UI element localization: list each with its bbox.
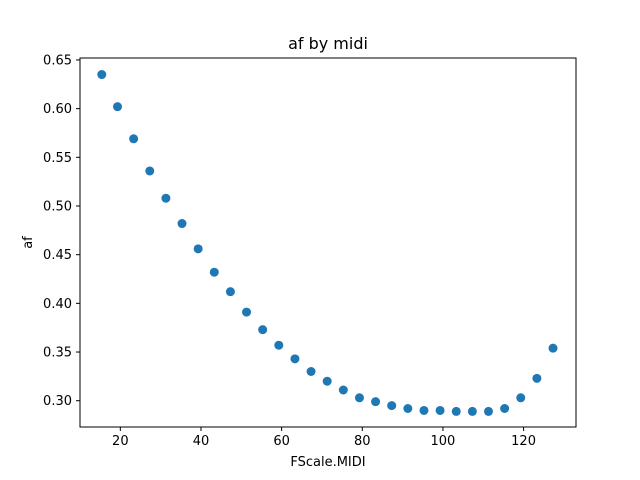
x-axis-ticks: 20 40 60 80 100 120 bbox=[112, 427, 536, 449]
y-axis-label: af bbox=[21, 236, 36, 249]
data-point bbox=[354, 393, 364, 403]
x-tick-label: 60 bbox=[273, 434, 290, 449]
data-point bbox=[419, 405, 429, 415]
y-tick-label: 0.40 bbox=[43, 297, 72, 312]
data-point bbox=[161, 193, 171, 203]
data-point bbox=[242, 307, 252, 317]
data-point bbox=[516, 393, 526, 403]
x-tick-label: 120 bbox=[511, 434, 536, 449]
data-point bbox=[403, 404, 413, 414]
y-tick-label: 0.50 bbox=[43, 199, 72, 214]
data-point bbox=[371, 397, 381, 407]
x-tick-label: 100 bbox=[431, 434, 456, 449]
data-point bbox=[532, 373, 542, 383]
data-point bbox=[113, 102, 123, 112]
data-point bbox=[129, 134, 139, 144]
y-tick-label: 0.55 bbox=[43, 151, 72, 166]
data-point bbox=[258, 325, 268, 335]
data-point bbox=[274, 340, 284, 350]
data-point bbox=[338, 385, 348, 395]
plot-frame bbox=[79, 57, 577, 428]
y-tick-label: 0.45 bbox=[43, 248, 72, 263]
data-point bbox=[500, 404, 510, 414]
y-tick-label: 0.30 bbox=[43, 394, 72, 409]
x-axis-label: FScale.MIDI bbox=[290, 455, 365, 470]
data-point bbox=[387, 401, 397, 411]
data-point bbox=[193, 244, 203, 254]
data-point bbox=[97, 70, 107, 80]
data-point bbox=[177, 219, 187, 229]
data-point bbox=[306, 367, 316, 377]
data-point bbox=[145, 166, 155, 176]
y-tick-label: 0.35 bbox=[43, 346, 72, 361]
data-point bbox=[548, 343, 558, 353]
data-point bbox=[483, 406, 493, 416]
x-tick-label: 40 bbox=[193, 434, 210, 449]
x-tick-label: 20 bbox=[112, 434, 129, 449]
y-tick-label: 0.65 bbox=[43, 53, 72, 68]
x-tick-label: 80 bbox=[354, 434, 371, 449]
data-point bbox=[451, 406, 461, 416]
data-point bbox=[225, 287, 235, 297]
chart-title: af by midi bbox=[288, 34, 368, 53]
y-axis-ticks: 0.30 0.35 0.40 0.45 0.50 0.55 0.60 0.65 bbox=[43, 53, 80, 409]
data-point bbox=[290, 354, 300, 364]
data-point bbox=[467, 406, 477, 416]
data-point bbox=[209, 267, 219, 277]
data-point bbox=[435, 405, 445, 415]
data-point bbox=[322, 376, 332, 386]
y-tick-label: 0.60 bbox=[43, 102, 72, 117]
data-points bbox=[97, 70, 558, 416]
